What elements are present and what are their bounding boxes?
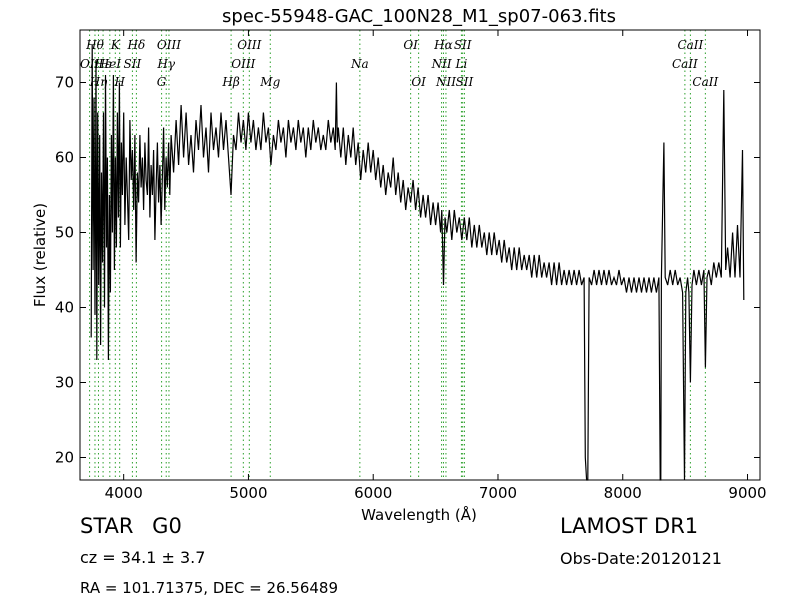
subclass-label: G0: [152, 514, 182, 538]
line-marker-label-1: Hθ: [85, 38, 104, 52]
class-label: STAR: [80, 514, 134, 538]
line-marker-label-19: NII: [431, 57, 452, 71]
obs-date-label: Obs-Date:20120121: [560, 549, 722, 568]
line-marker-label-13: OIII: [231, 57, 255, 71]
x-tick-label-3: 7000: [479, 484, 517, 502]
coords-label: RA = 101.71375, DEC = 26.56489: [80, 579, 339, 597]
survey-label: LAMOST DR1: [560, 514, 699, 538]
line-marker-label-8: Hδ: [127, 38, 146, 52]
line-marker-label-15: Mg: [259, 75, 280, 89]
chart-title: spec-55948-GAC_100N28_M1_sp07-063.fits: [222, 6, 616, 27]
line-marker-label-6: H: [113, 75, 125, 89]
y-axis-ticks: 20 30 40 50 60 70: [55, 74, 760, 467]
line-markers: [89, 30, 706, 480]
line-marker-label-12: Hβ: [221, 75, 239, 89]
object-class: STAR G0: [80, 514, 182, 538]
x-tick-label-2: 6000: [354, 484, 392, 502]
y-tick-label-2: 40: [55, 299, 74, 317]
line-marker-label-23: SII: [454, 38, 472, 52]
line-marker-label-11: OIII: [157, 38, 181, 52]
line-marker-label-10: Hγ: [156, 57, 175, 71]
x-axis-label: Wavelength (Å): [361, 505, 477, 524]
line-marker-label-0: OII: [80, 57, 100, 71]
line-marker-label-3: Hε: [94, 57, 112, 71]
plot-frame: [79, 29, 761, 481]
line-marker-label-21: NII: [435, 75, 456, 89]
y-axis-label: Flux (relative): [31, 203, 49, 307]
y-tick-label-1: 30: [55, 374, 74, 392]
line-marker-label-5: K: [110, 38, 121, 52]
redshift-label: cz = 34.1 ± 3.7: [80, 548, 206, 567]
spectrum-line: [90, 44, 745, 481]
x-tick-label-4: 8000: [604, 484, 642, 502]
line-marker-label-2: Hη: [89, 75, 108, 89]
y-tick-label-4: 60: [55, 149, 74, 167]
x-tick-label-0: 4000: [105, 484, 143, 502]
line-marker-label-20: Hα: [433, 38, 453, 52]
line-marker-label-16: Na: [350, 57, 369, 71]
line-marker-label-27: CaII: [692, 75, 718, 89]
line-marker-label-26: CaII: [677, 38, 703, 52]
line-marker-label-22: Li: [455, 57, 468, 71]
y-tick-label-5: 70: [55, 74, 74, 92]
y-tick-label-3: 50: [55, 224, 74, 242]
y-tick-label-0: 20: [55, 449, 74, 467]
line-marker-label-25: CaII: [672, 57, 698, 71]
x-tick-label-1: 5000: [229, 484, 267, 502]
x-axis-ticks: 4000 5000 6000 7000 8000 9000: [105, 30, 767, 502]
line-marker-label-18: OI: [411, 75, 426, 89]
line-marker-label-17: OI: [403, 38, 418, 52]
line-marker-label-24: SII: [456, 75, 474, 89]
line-marker-label-14: OIII: [237, 38, 261, 52]
line-marker-label-9: G: [157, 75, 167, 89]
line-marker-label-7: SII: [124, 57, 142, 71]
x-tick-label-5: 9000: [728, 484, 766, 502]
line-marker-label-4: HeI: [98, 57, 122, 71]
